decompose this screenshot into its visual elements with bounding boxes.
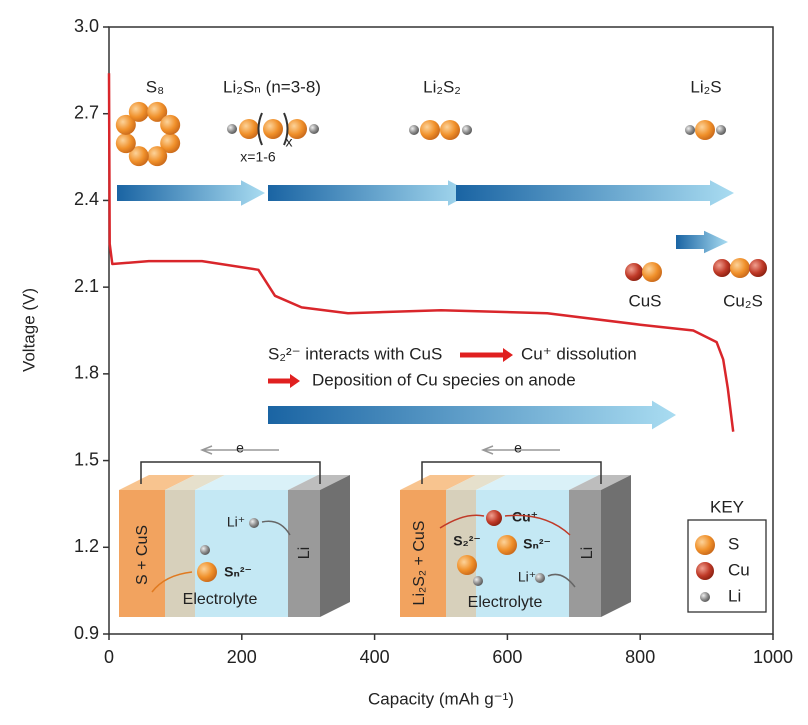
y-tick-label: 2.7 (74, 102, 99, 122)
atom (440, 120, 460, 140)
red-arrow (268, 374, 300, 388)
atom (749, 259, 767, 277)
schematic-label: Li⁺ (227, 514, 245, 530)
atom (129, 102, 149, 122)
schematic-label: Li (579, 547, 596, 559)
atom (200, 545, 210, 555)
annotation: S₈ (146, 77, 164, 96)
annotation: Cu₂S (723, 291, 763, 310)
atom (116, 133, 136, 153)
schematic-label: Li₂S₂ + CuS (411, 521, 428, 606)
atom (486, 510, 502, 526)
annotation: Li₂Sₙ (n=3-8) (223, 77, 321, 96)
annotation: Li₂S (690, 77, 721, 96)
y-tick-label: 0.9 (74, 623, 99, 643)
red-arrow (460, 348, 513, 362)
cell-side (320, 475, 350, 617)
atom (625, 263, 643, 281)
atom (685, 125, 695, 135)
atom (239, 119, 259, 139)
atom (497, 535, 517, 555)
schematic-label: S + CuS (134, 525, 151, 585)
atom (713, 259, 731, 277)
key-label: S (728, 534, 739, 553)
x-axis-label: Capacity (mAh g⁻¹) (368, 689, 514, 708)
schematic-label: Li⁺ (518, 569, 536, 585)
atom (696, 562, 714, 580)
key-label: Cu (728, 560, 750, 579)
annotation: CuS (628, 291, 661, 310)
cell-side (601, 475, 631, 617)
schematic-label: S₂²⁻ (453, 533, 481, 549)
schematic-label: Electrolyte (183, 591, 258, 608)
atom (227, 124, 237, 134)
atom (730, 258, 750, 278)
y-axis-label: Voltage (V) (19, 288, 38, 372)
atom (263, 119, 283, 139)
x-tick-label: 0 (104, 647, 114, 667)
schematic-label: e (514, 440, 522, 456)
key-label: Li (728, 586, 741, 605)
x-tick-label: 1000 (753, 647, 793, 667)
x-tick-label: 600 (492, 647, 522, 667)
atom (695, 120, 715, 140)
chart: Voltage (V) Capacity (mAh g⁻¹) 3.0 2.7 2.4… (0, 0, 808, 725)
annotation: S₂²⁻ interacts with CuS (268, 344, 442, 363)
annotation: Cu⁺ dissolution (521, 344, 637, 363)
annotation: Deposition of Cu species on anode (312, 370, 576, 389)
atom (642, 262, 662, 282)
x-tick-label: 400 (360, 647, 390, 667)
key-title: KEY (710, 497, 744, 516)
atom (147, 146, 167, 166)
y-tick-label: 3.0 (74, 16, 99, 36)
atom (457, 555, 477, 575)
process-arrow (676, 231, 728, 253)
annotation: Li₂S₂ (423, 77, 461, 96)
atom (716, 125, 726, 135)
schematic-label: Li (296, 547, 313, 559)
atom (700, 592, 710, 602)
y-tick-label: 2.1 (74, 276, 99, 296)
process-arrow (456, 180, 734, 206)
y-tick-label: 2.4 (74, 189, 99, 209)
atom (462, 125, 472, 135)
atom (535, 573, 545, 583)
atom (160, 115, 180, 135)
atom (309, 124, 319, 134)
atom (473, 576, 483, 586)
bracket (259, 113, 263, 145)
process-arrow (268, 180, 472, 206)
schematic-label: Sₙ²⁻ (224, 564, 252, 580)
x-tick-label: 200 (227, 647, 257, 667)
schematic-label: Sₙ²⁻ (523, 536, 551, 552)
y-tick-label: 1.8 (74, 363, 99, 383)
process-arrow (268, 401, 676, 430)
atom (695, 535, 715, 555)
schematic-label: Electrolyte (468, 594, 543, 611)
schematic-label: e (236, 440, 244, 456)
y-tick-label: 1.5 (74, 449, 99, 469)
atom (409, 125, 419, 135)
annotation: x (286, 134, 293, 150)
atom (197, 562, 217, 582)
y-tick-label: 1.2 (74, 536, 99, 556)
x-tick-label: 800 (625, 647, 655, 667)
annotation: x=1-6 (240, 149, 276, 165)
process-arrow (117, 180, 265, 206)
atom (420, 120, 440, 140)
atom (249, 518, 259, 528)
